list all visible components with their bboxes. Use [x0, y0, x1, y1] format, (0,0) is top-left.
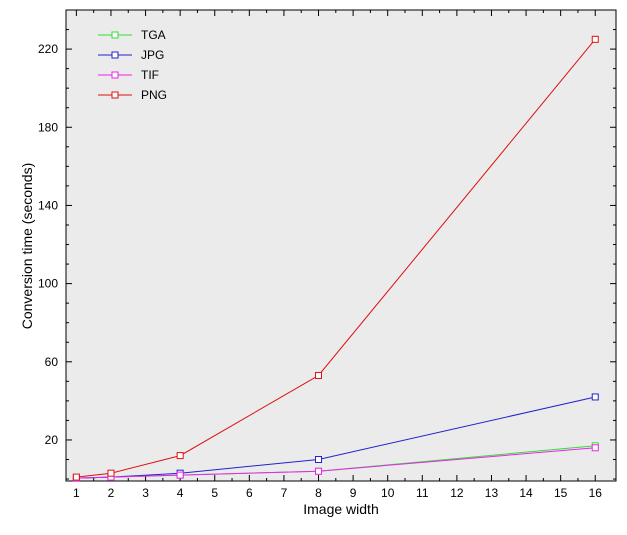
- y-tick-label-20: 20: [45, 433, 59, 447]
- legend-label-jpg: JPG: [141, 48, 164, 62]
- plot-area: [65, 9, 617, 482]
- legend-label-tif: TIF: [141, 68, 159, 82]
- y-tick-label-60: 60: [45, 355, 59, 369]
- y-axis-title: Conversion time (seconds): [19, 163, 35, 330]
- x-tick-label-15: 15: [554, 486, 568, 500]
- legend-label-tga: TGA: [141, 28, 166, 42]
- x-tick-label-5: 5: [211, 486, 218, 500]
- data-point-jpg-16: [591, 393, 599, 401]
- legend-marker-png: [111, 91, 119, 99]
- data-point-png-8: [315, 371, 323, 379]
- data-point-png-4: [176, 452, 184, 460]
- x-tick-label-10: 10: [381, 486, 395, 500]
- x-tick-label-14: 14: [519, 486, 533, 500]
- legend-marker-tga: [111, 31, 119, 39]
- y-tick-label-100: 100: [38, 277, 58, 291]
- y-tick-label-220: 220: [38, 42, 58, 56]
- x-tick-label-2: 2: [108, 486, 115, 500]
- legend-marker-jpg: [111, 51, 119, 59]
- x-tick-label-9: 9: [350, 486, 357, 500]
- x-tick-label-6: 6: [246, 486, 253, 500]
- x-tick-label-4: 4: [177, 486, 184, 500]
- y-tick-label-140: 140: [38, 198, 58, 212]
- data-point-tif-4: [176, 471, 184, 479]
- x-tick-label-7: 7: [281, 486, 288, 500]
- y-tick-label-180: 180: [38, 120, 58, 134]
- x-tick-label-16: 16: [589, 486, 603, 500]
- data-point-png-2: [107, 469, 115, 477]
- x-axis-title: Image width: [303, 501, 378, 517]
- data-point-png-1: [72, 473, 80, 481]
- legend-label-png: PNG: [141, 88, 167, 102]
- x-tick-label-11: 11: [416, 486, 429, 500]
- x-tick-label-12: 12: [450, 486, 464, 500]
- data-point-png-16: [591, 35, 599, 43]
- data-point-tif-16: [591, 444, 599, 452]
- x-tick-label-3: 3: [142, 486, 149, 500]
- data-point-tif-8: [315, 467, 323, 475]
- legend-marker-tif: [111, 71, 119, 79]
- x-tick-label-8: 8: [315, 486, 322, 500]
- x-tick-label-13: 13: [485, 486, 499, 500]
- x-tick-label-1: 1: [73, 486, 80, 500]
- data-point-jpg-8: [315, 456, 323, 464]
